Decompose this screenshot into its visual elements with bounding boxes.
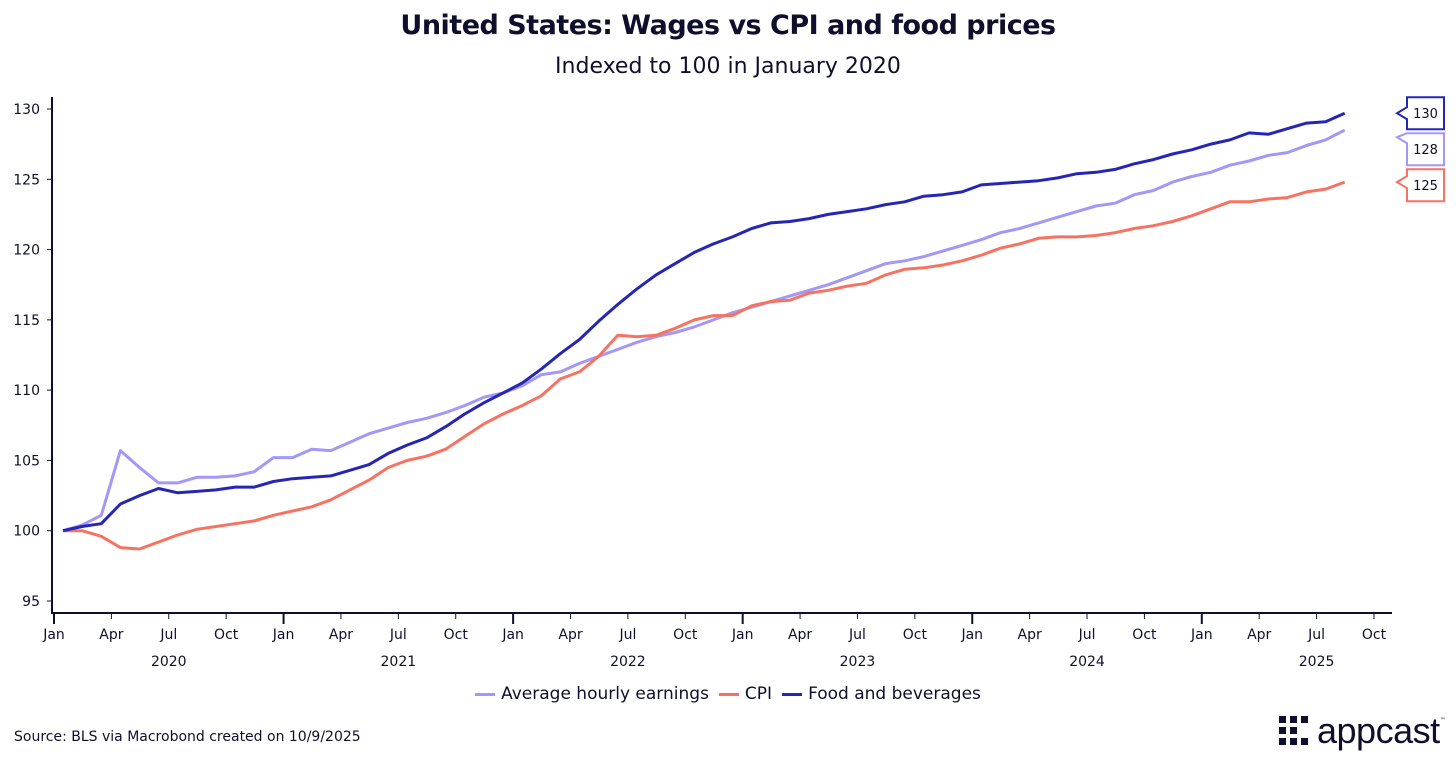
series-line-cpi	[63, 180, 1346, 551]
x-tick-label: Apr	[329, 627, 353, 643]
end-value-box	[1394, 132, 1445, 167]
logo-text: appcast	[1317, 710, 1440, 751]
x-tick-label: Jan	[42, 627, 65, 643]
x-year-label: 2021	[381, 654, 417, 670]
x-year-label: 2023	[840, 654, 876, 670]
legend-label: Food and beverages	[808, 684, 981, 704]
x-tick-label: Jul	[618, 627, 636, 643]
y-tick-label: 125	[13, 172, 40, 188]
x-tick-label: Apr	[1018, 627, 1042, 643]
x-tick-label: Apr	[99, 627, 123, 643]
source-note: Source: BLS via Macrobond created on 10/…	[14, 729, 361, 745]
x-year-label: 2022	[610, 654, 646, 670]
end-value-label: 125	[1413, 179, 1438, 194]
logo-grid-icon	[1279, 716, 1308, 745]
series-line-food-and-beverages	[62, 111, 1346, 533]
x-year-label: 2024	[1069, 654, 1105, 670]
logo-trademark: ™	[1439, 717, 1446, 724]
chart-title: United States: Wages vs CPI and food pri…	[400, 10, 1056, 41]
x-tick-label: Jan	[960, 627, 983, 643]
y-tick-label: 110	[13, 383, 40, 399]
legend-swatch	[475, 692, 496, 696]
legend-swatch	[718, 692, 739, 696]
legend: Average hourly earnings CPI Food and bev…	[0, 684, 1456, 704]
x-tick-label: Jan	[501, 627, 524, 643]
x-year-label: 2020	[151, 654, 187, 670]
y-tick-label: 105	[13, 453, 40, 469]
x-year-label: 2025	[1299, 654, 1335, 670]
end-value-label: 128	[1413, 143, 1438, 158]
x-tick-label: Oct	[673, 627, 698, 643]
y-tick-label: 120	[13, 243, 40, 259]
legend-label: Average hourly earnings	[501, 684, 709, 704]
legend-item-food[interactable]: Food and beverages	[782, 684, 981, 704]
legend-item-cpi[interactable]: CPI	[718, 684, 773, 704]
x-tick-label: Jul	[389, 627, 407, 643]
x-tick-label: Oct	[444, 627, 469, 643]
x-tick-label: Jul	[848, 627, 866, 643]
x-tick-label: Apr	[558, 627, 582, 643]
x-tick-label: Apr	[1247, 627, 1271, 643]
legend-label: CPI	[744, 684, 773, 704]
legend-swatch	[782, 692, 803, 696]
y-tick-label: 100	[13, 524, 40, 540]
end-value-box	[1395, 96, 1445, 131]
x-tick-label: Jan	[1190, 627, 1213, 643]
y-tick-label: 115	[13, 313, 40, 329]
y-tick-label: 95	[22, 594, 40, 610]
end-value-label: 130	[1413, 107, 1438, 122]
x-tick-label: Jul	[1307, 627, 1325, 643]
x-tick-label: Apr	[788, 627, 812, 643]
x-tick-label: Oct	[1362, 627, 1387, 643]
x-tick-label: Jan	[731, 627, 754, 643]
x-tick-label: Jan	[272, 627, 295, 643]
y-tick-label: 130	[13, 102, 40, 118]
legend-item-earnings[interactable]: Average hourly earnings	[475, 684, 709, 704]
series-line-average-hourly-earnings	[62, 128, 1346, 533]
end-value-box	[1395, 168, 1445, 203]
appcast-logo: appcast ™	[1279, 713, 1446, 749]
x-tick-label: Jul	[1078, 627, 1096, 643]
x-tick-label: Oct	[903, 627, 928, 643]
x-tick-label: Oct	[1132, 627, 1157, 643]
chart-subtitle: Indexed to 100 in January 2020	[555, 54, 901, 79]
x-tick-label: Oct	[214, 627, 239, 643]
x-tick-label: Jul	[159, 627, 177, 643]
